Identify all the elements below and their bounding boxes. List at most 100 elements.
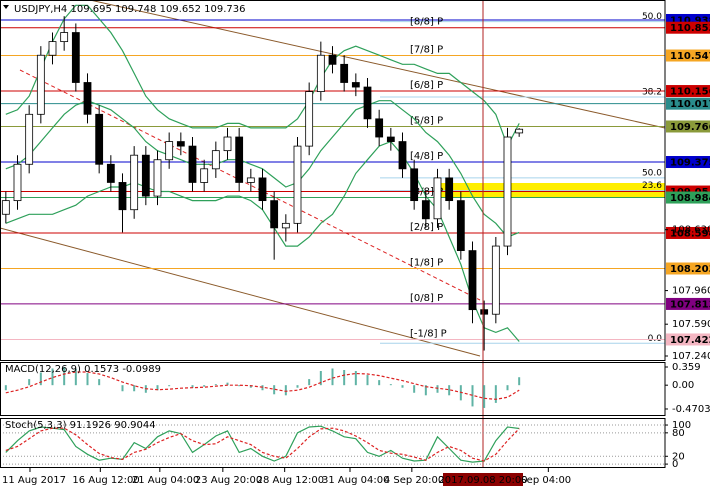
candle-body xyxy=(235,136,244,183)
y-tick-label: 0.359 xyxy=(672,362,701,373)
band-middle xyxy=(5,100,520,238)
candle-body xyxy=(200,168,209,183)
current-time-box xyxy=(443,473,523,486)
candle-body xyxy=(293,145,302,224)
y-tick-label: 0 xyxy=(672,459,678,470)
candle-body xyxy=(141,154,150,197)
x-tick-label: 31 Aug 04:00 xyxy=(322,475,389,486)
price-box-label: 109.766 xyxy=(670,122,710,133)
price-box xyxy=(666,49,710,62)
candle-body xyxy=(71,32,80,83)
price-box-label: 108.984 xyxy=(670,193,710,204)
candle-body xyxy=(421,200,430,220)
header-part: -0.0989 xyxy=(122,364,161,375)
y-tick-label: 0.00 xyxy=(672,380,694,391)
candle-body xyxy=(445,177,454,202)
level-label: [8/8] P xyxy=(410,17,443,28)
stoch-k xyxy=(5,425,520,463)
price-box-label: 107.813 xyxy=(670,299,710,310)
candle-body xyxy=(386,136,395,142)
level-label: [5/8] P xyxy=(410,115,443,126)
price-box xyxy=(666,120,710,133)
candle-body xyxy=(176,141,185,147)
candle-body xyxy=(36,54,45,115)
candle-body xyxy=(48,41,57,56)
price-box-label: 110.938 xyxy=(670,15,710,26)
trend-line xyxy=(19,69,481,301)
candle-body xyxy=(340,63,349,83)
level-label: [2/8] P xyxy=(410,222,443,233)
candle-body xyxy=(106,163,115,183)
candle-body xyxy=(13,163,22,202)
band-upper xyxy=(5,4,520,148)
header-part: 109.736 xyxy=(204,4,245,15)
candle-body xyxy=(456,200,465,252)
candle-body xyxy=(246,177,255,183)
header-part: 0.1573 xyxy=(84,364,119,375)
header-part: USDJPY,H4 xyxy=(14,4,67,15)
candle-body xyxy=(211,150,220,170)
candle-body xyxy=(410,168,419,202)
indicator-header: MACD(12,26,9) 0.1573 -0.0989 xyxy=(5,364,161,375)
y-tick-label: 107.240 xyxy=(672,351,710,362)
candle-body xyxy=(165,141,174,161)
x-tick-label: 23 Aug 20:00 xyxy=(195,475,262,486)
candle-body xyxy=(188,145,197,183)
price-box-label: 110.547 xyxy=(670,51,710,62)
candle-body xyxy=(351,82,360,88)
menu-arrow xyxy=(3,5,9,9)
price-box-label: 110.853 xyxy=(670,23,710,34)
panel-frame xyxy=(0,0,666,361)
level-label: [7/8] P xyxy=(410,45,443,56)
candle-body xyxy=(491,245,500,315)
x-tick-label: Sep 04:00 xyxy=(520,475,571,486)
candle-body xyxy=(223,136,232,152)
y-tick-label: 108.630 xyxy=(672,225,710,236)
candle-body xyxy=(118,182,127,211)
candle-body xyxy=(95,113,104,165)
price-box-label: 110.017 xyxy=(670,99,710,110)
price-box-label: 109.375 xyxy=(670,158,710,169)
price-box xyxy=(666,97,710,110)
y-tick-label: 100 xyxy=(672,420,691,431)
panel-frame xyxy=(0,362,666,416)
y-tick-label: 80 xyxy=(672,428,685,439)
stoch-d xyxy=(5,427,520,462)
header-part: 90.9044 xyxy=(114,420,155,431)
candle-body xyxy=(60,32,69,43)
level-label: [-1/8] P xyxy=(410,328,447,339)
price-box xyxy=(666,333,710,346)
header-part: MACD(12,26,9) xyxy=(5,364,81,375)
indicator-header: Stoch(5,3,3) 91.1926 90.9044 xyxy=(5,420,156,431)
fib-label: 0.0 xyxy=(648,334,663,344)
price-box xyxy=(666,156,710,169)
y-tick-label: -0.4703 xyxy=(672,404,710,415)
price-box-label: 108.594 xyxy=(670,228,710,239)
level-label: [1/8] P xyxy=(410,258,443,269)
candle-body xyxy=(305,91,314,147)
candle-body xyxy=(398,141,407,170)
current-time-label: 2017.09.08 20:00 xyxy=(438,475,527,486)
candle-body xyxy=(130,154,139,211)
x-tick-label: 21 Aug 04:00 xyxy=(132,475,199,486)
price-box-label: 108.203 xyxy=(670,264,710,275)
y-tick-label: 107.960 xyxy=(672,286,710,297)
price-box-label: 110.156 xyxy=(670,87,710,98)
price-box xyxy=(666,262,710,275)
price-box-label: 107.422 xyxy=(670,335,710,346)
x-tick-label: 28 Aug 12:00 xyxy=(257,475,324,486)
level-label: [4/8] P xyxy=(410,151,443,162)
header-part: 109.695 xyxy=(70,4,111,15)
level-label: [0/8] P xyxy=(410,293,443,304)
candle-body xyxy=(258,177,267,202)
candle-body xyxy=(363,86,372,120)
candle-body xyxy=(1,200,10,215)
candle-body xyxy=(375,118,384,138)
header-part: Stoch(5,3,3) xyxy=(5,420,67,431)
header-part: 109.748 xyxy=(115,4,156,15)
panel-frame xyxy=(0,418,666,468)
x-tick-label: 16 Aug 12:00 xyxy=(72,475,139,486)
x-tick-label: 11 Aug 2017 xyxy=(2,475,66,486)
